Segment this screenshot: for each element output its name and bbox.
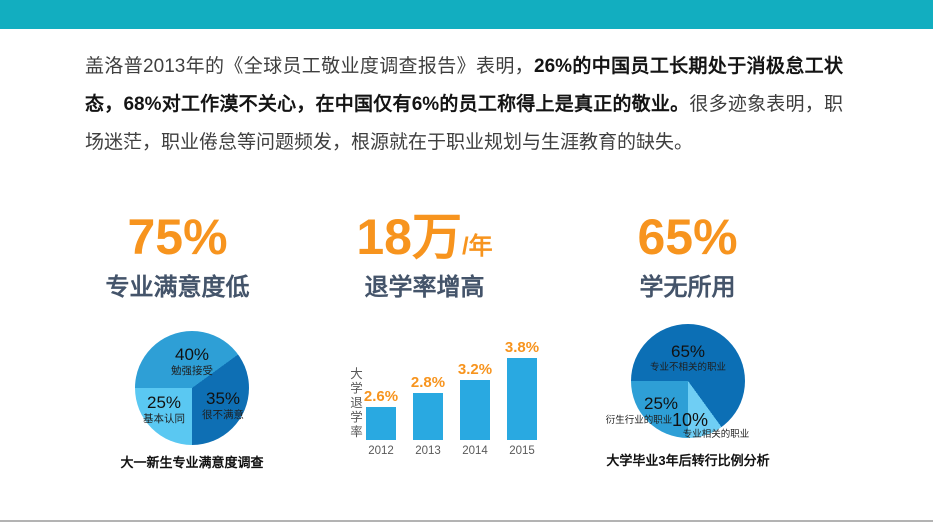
slice-name: 专业不相关的职业 (649, 361, 726, 373)
pie-slice-label: 35% 很不满意 (195, 389, 251, 421)
stat-label: 退学率增高 (364, 274, 485, 301)
x-axis-tick-label: 2013 (415, 445, 441, 457)
intro-paragraph: 盖洛普2013年的《全球员工敬业度调查报告》表明，26%的中国员工长期处于消极怠… (85, 48, 843, 162)
x-axis-tick-label: 2015 (509, 445, 535, 457)
slice-name: 勉强接受 (171, 364, 213, 377)
stat-number: 75% (127, 209, 228, 265)
stat-label: 学无所用 (639, 274, 736, 301)
slice-name: 基本认同 (143, 412, 185, 425)
stat-value: 75% (75, 212, 280, 262)
stat-value: 65% (585, 212, 790, 262)
x-axis-labels: 2012 2013 2014 2015 (366, 445, 537, 457)
bar (366, 407, 396, 440)
pie-slice-label: 25% 基本认同 (135, 393, 193, 425)
bar-value-label: 2.8% (410, 374, 446, 391)
bottom-border-line (0, 520, 933, 522)
slice-name: 很不满意 (202, 408, 244, 421)
stat-number: 65% (637, 209, 738, 265)
intro-text-bold: 26%的中国员工长期处于消极怠工状态，68%对工作漠不关心，在中国仅有6%的员工… (85, 56, 843, 115)
slice-percent: 35% (205, 389, 241, 408)
slice-name: 专业相关的职业 (682, 429, 750, 440)
intro-text-regular-2: 很多迹象表明，职场迷茫，职业倦怠等问题频发，根源就在于职业规划与生涯教育的缺失。 (85, 94, 843, 153)
pie-right-caption: 大学毕业3年后转行比例分析 (606, 453, 770, 468)
bar-chart-dropout-rate: 大学退学率 2.6% 2.8% 3.2% 3.8% 2012 2013 2014 2015 (344, 332, 549, 462)
slice-percent: 65% (670, 342, 706, 361)
bar-column: 2.6% (363, 388, 399, 440)
stat-label: 专业满意度低 (105, 274, 250, 301)
bar-value-label: 2.6% (363, 388, 399, 405)
stat-suffix: /年 (461, 233, 493, 260)
bar (507, 358, 537, 440)
x-axis-tick-label: 2014 (462, 445, 488, 457)
bars-area: 2.6% 2.8% 3.2% 3.8% (363, 332, 540, 440)
stat-dropout-rate: 18万/年 退学率增高 (322, 212, 527, 302)
bar-column: 3.8% (504, 339, 540, 440)
x-axis-tick-label: 2012 (368, 445, 394, 457)
bar (413, 393, 443, 440)
bar (460, 380, 490, 440)
bar-column: 3.2% (457, 361, 493, 440)
top-accent-bar (0, 0, 933, 29)
slice-percent: 25% (643, 394, 679, 413)
stat-value: 18万/年 (322, 212, 527, 262)
bar-column: 2.8% (410, 374, 446, 440)
pie-left-caption: 大一新生专业满意度调查 (120, 455, 264, 470)
bar-value-label: 3.2% (457, 361, 493, 378)
stat-useless-study: 65% 学无所用 (585, 212, 790, 302)
slice-percent: 25% (146, 393, 182, 412)
slice-name: 衍生行业的职业 (605, 415, 673, 426)
intro-text-regular-1: 盖洛普2013年的《全球员工敬业度调查报告》表明， (85, 56, 535, 77)
stat-number: 18万 (356, 209, 462, 265)
pie-chart-career-change: 65% 专业不相关的职业 25% 衍生行业的职业 10% 专业相关的职业 (606, 324, 749, 440)
pie-slice-label: 40% 勉强接受 (135, 345, 249, 377)
pie-slice-label: 65% 专业不相关的职业 (631, 342, 745, 373)
pie-chart-freshman-satisfaction: 40% 勉强接受 25% 基本认同 35% 很不满意 (135, 331, 249, 445)
slice-percent: 40% (174, 345, 210, 364)
bar-value-label: 3.8% (504, 339, 540, 356)
stat-major-dissatisfaction: 75% 专业满意度低 (75, 212, 280, 302)
slice-percent: 10% (671, 410, 709, 430)
y-axis-label: 大学退学率 (348, 366, 362, 440)
